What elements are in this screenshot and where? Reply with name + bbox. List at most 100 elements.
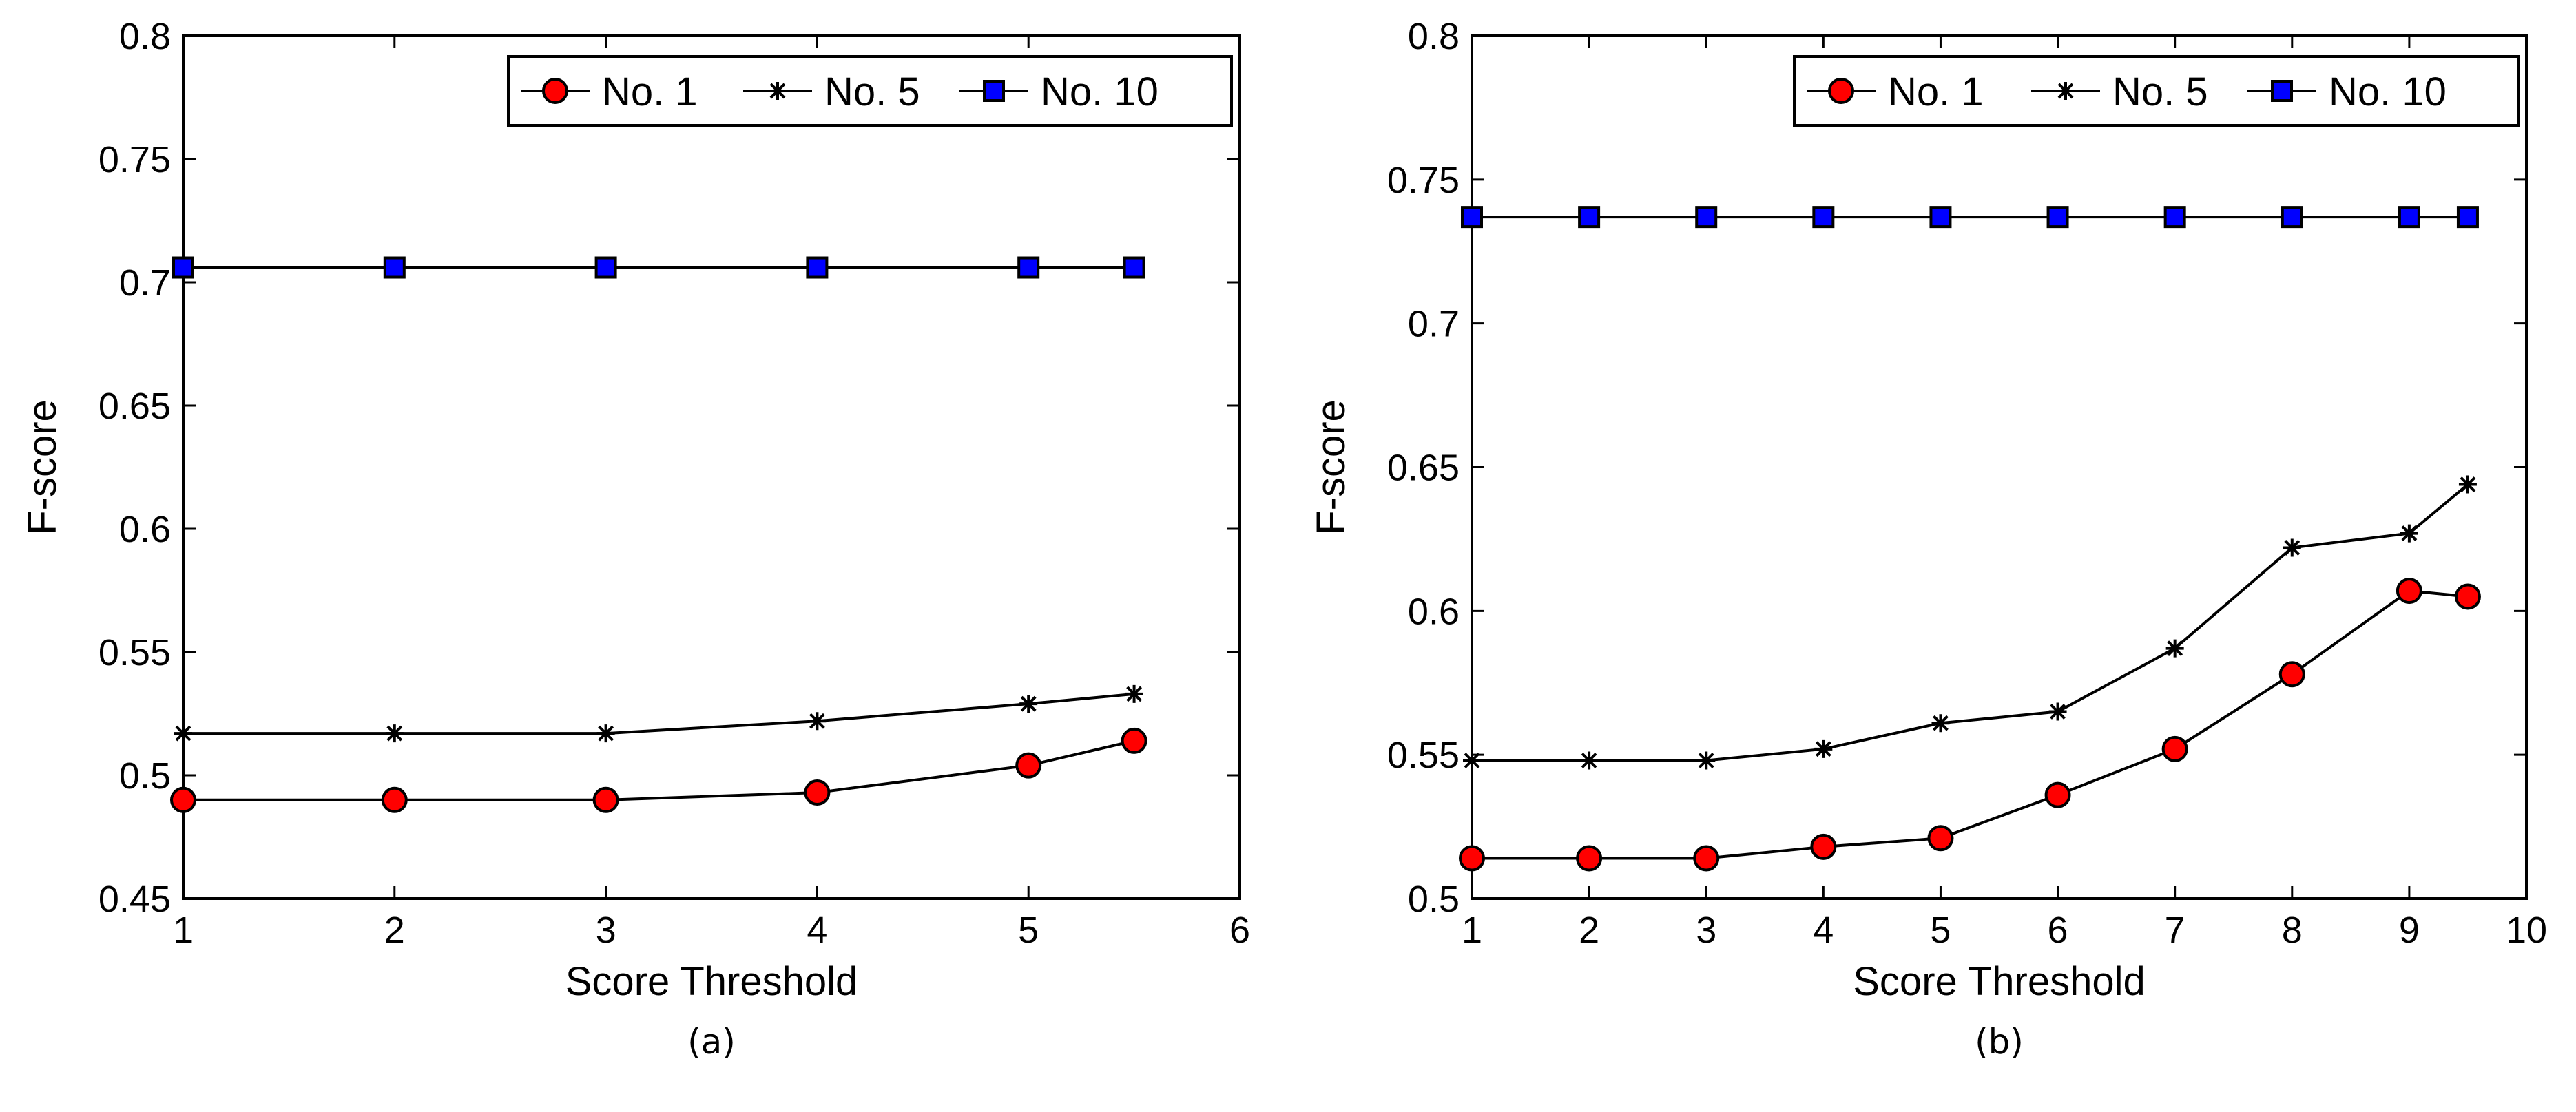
series-line <box>183 739 1135 801</box>
legend-label: No. 1 <box>1888 70 1984 114</box>
data-point <box>1121 727 1147 754</box>
data-point <box>172 256 194 279</box>
legend-label: No. 10 <box>1041 70 1159 114</box>
legend-marker <box>2057 82 2075 100</box>
data-point <box>2400 524 2418 543</box>
series-no-1 <box>1459 578 2481 872</box>
x-tick-label: 2 <box>1579 910 1599 951</box>
data-point <box>2278 661 2305 688</box>
y-tick-label: 0.6 <box>1408 591 1460 632</box>
data-point <box>1812 206 1835 229</box>
legend-item: No. 1 <box>1807 70 1984 114</box>
data-point <box>1461 206 1483 229</box>
y-tick-label: 0.65 <box>1387 448 1460 489</box>
data-point <box>1019 695 1038 713</box>
plot-area <box>182 34 1241 900</box>
data-point <box>808 712 827 731</box>
legend-label: No. 5 <box>2112 70 2208 114</box>
x-tick-label: 8 <box>2282 910 2303 951</box>
series-line <box>183 692 1134 735</box>
data-point <box>1459 845 1485 872</box>
x-tick-label: 5 <box>1018 910 1039 951</box>
data-point <box>2283 538 2301 557</box>
legend-marker <box>769 82 787 100</box>
series-no-10 <box>1461 206 2479 229</box>
data-point <box>1695 206 1718 229</box>
data-point <box>1814 739 1833 758</box>
y-tick-label: 0.55 <box>98 632 171 673</box>
data-point <box>1693 845 1720 872</box>
x-tick-label: 2 <box>384 910 405 951</box>
legend-label: No. 10 <box>2329 70 2447 114</box>
x-tick-label: 1 <box>173 910 194 951</box>
y-axis-title: F-score <box>20 399 65 535</box>
data-point <box>592 786 619 813</box>
legend-marker <box>542 78 568 104</box>
data-point <box>381 786 408 813</box>
chart-b: 1 2 3 4 5 6 7 8 9 10 0.5 0.55 0.6 0.65 0.7 0.75 0.8 Score… <box>1309 16 2547 1062</box>
figure-caption: (a) <box>687 1022 736 1062</box>
x-tick-label: 4 <box>1813 910 1834 951</box>
x-tick-label: 3 <box>1696 910 1716 951</box>
data-point <box>385 724 404 743</box>
legend-marker <box>1828 78 1854 104</box>
series-no-10 <box>172 256 1145 279</box>
legend-item: No. 1 <box>521 70 698 114</box>
series-no-5 <box>1463 475 2477 770</box>
x-axis-title: Score Threshold <box>1853 959 2146 1004</box>
data-point <box>1810 833 1837 860</box>
y-tick-label: 0.5 <box>119 755 171 797</box>
y-tick-label: 0.65 <box>98 386 171 427</box>
legend-marker <box>983 80 1005 102</box>
plot-area <box>1471 34 2528 900</box>
data-point <box>1576 845 1603 872</box>
legend-item: No. 10 <box>2247 70 2447 114</box>
series-no-1 <box>170 727 1147 813</box>
series-no-5 <box>174 684 1143 743</box>
data-point <box>2458 475 2477 494</box>
x-tick-label: 6 <box>1229 910 1250 951</box>
x-tick-label: 10 <box>2506 910 2547 951</box>
data-point <box>2048 702 2067 721</box>
series-line <box>1472 589 2469 860</box>
x-axis-title: Score Threshold <box>565 959 858 1004</box>
y-tick-label: 0.5 <box>1408 879 1460 920</box>
chart-a: 1 2 3 4 5 6 0.45 0.5 0.55 0.6 0.65 0.7 0.75 0.8 Score … <box>20 16 1250 1062</box>
data-point <box>806 256 829 279</box>
series-line <box>1472 483 2469 762</box>
y-tick-label: 0.75 <box>98 139 171 180</box>
data-point <box>2046 206 2069 229</box>
x-tick-label: 6 <box>2048 910 2068 951</box>
y-tick-label: 0.7 <box>119 262 171 304</box>
y-tick-label: 0.6 <box>119 509 171 550</box>
data-point <box>2398 206 2420 229</box>
data-point <box>2044 781 2071 808</box>
data-point <box>1929 206 1952 229</box>
x-tick-label: 3 <box>596 910 616 951</box>
data-point <box>1463 751 1481 770</box>
y-tick-label: 0.8 <box>1408 16 1460 57</box>
data-point <box>596 724 615 743</box>
data-point <box>2456 206 2479 229</box>
legend-label: No. 5 <box>824 70 920 114</box>
data-point <box>2281 206 2303 229</box>
data-point <box>2165 639 2184 658</box>
data-point <box>1125 684 1143 703</box>
data-point <box>170 786 196 813</box>
x-tick-label: 7 <box>2165 910 2185 951</box>
y-tick-label: 0.7 <box>1408 304 1460 345</box>
legend <box>507 55 1233 127</box>
legend-item: No. 5 <box>2031 70 2208 114</box>
data-point <box>594 256 617 279</box>
legend-item: No. 5 <box>743 70 920 114</box>
data-point <box>1580 751 1599 770</box>
data-point <box>1123 256 1145 279</box>
data-point <box>1931 714 1950 733</box>
x-tick-label: 9 <box>2399 910 2420 951</box>
data-point <box>1578 206 1601 229</box>
x-tick-label: 5 <box>1930 910 1951 951</box>
data-point <box>383 256 406 279</box>
data-point <box>1697 751 1716 770</box>
y-tick-label: 0.55 <box>1387 735 1460 776</box>
